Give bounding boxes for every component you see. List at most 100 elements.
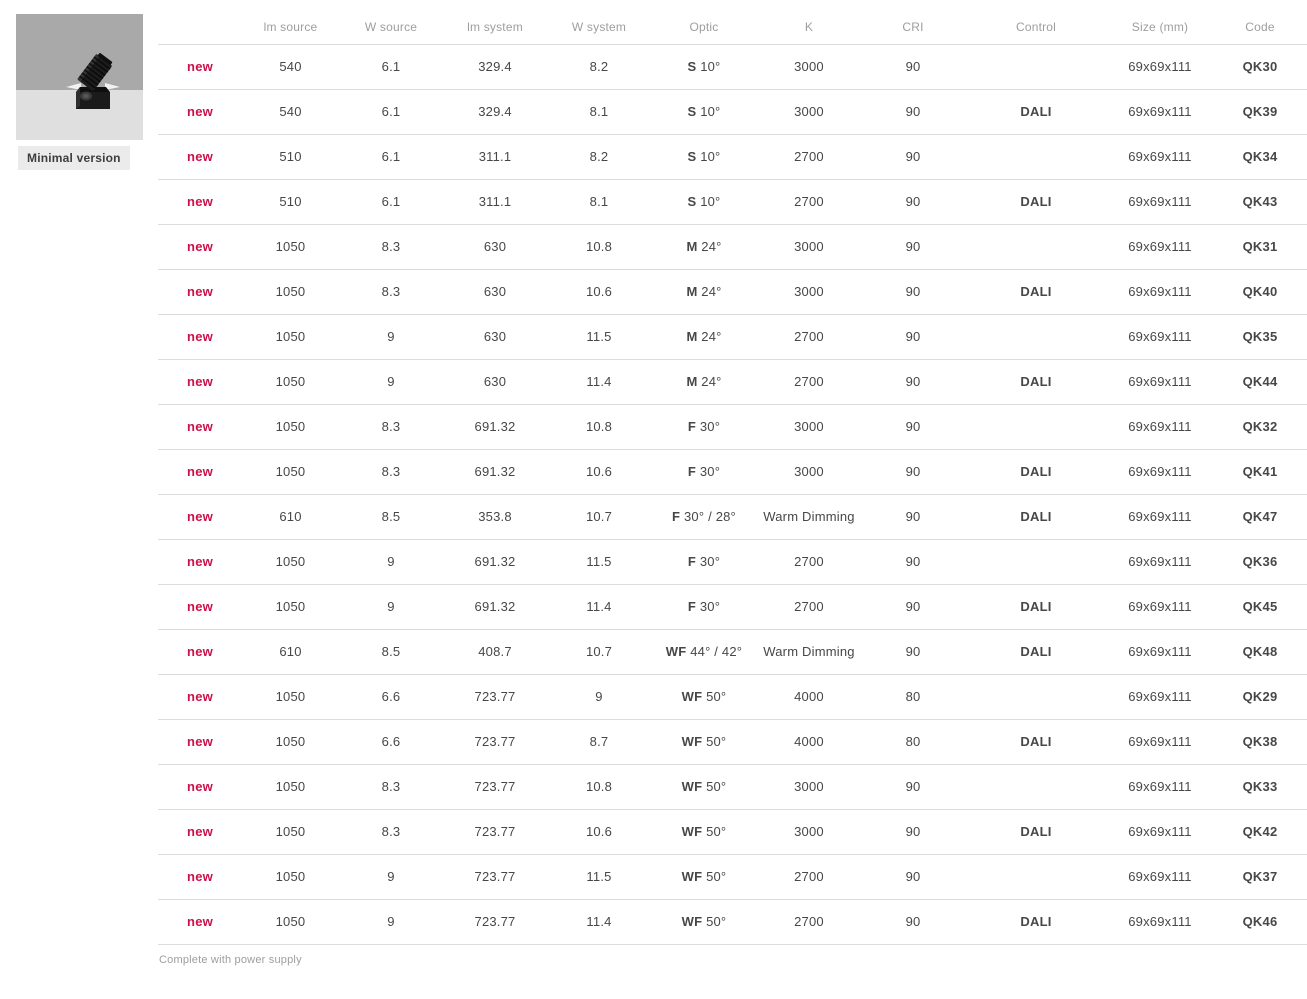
- cell-cri: 90: [905, 103, 921, 119]
- cell-code: QK34: [1242, 148, 1278, 164]
- cell-w-system: 8.2: [589, 148, 609, 164]
- cell-k: Warm Dimming: [763, 508, 855, 524]
- cell-cri: 90: [905, 598, 921, 614]
- cell-lm-system: 691.32: [474, 553, 516, 569]
- cell-optic: F 30°: [687, 598, 721, 614]
- table-row: new 1050 9 723.77 11.4 WF 50° 2700 90 DA…: [158, 900, 1307, 945]
- cell-code: QK33: [1242, 778, 1278, 794]
- cell-control: [965, 144, 1107, 170]
- cell-code: QK39: [1242, 103, 1278, 119]
- cell-k: Warm Dimming: [763, 643, 855, 659]
- column-header-optic: Optic: [689, 20, 719, 34]
- new-badge: new: [187, 238, 213, 254]
- cell-optic: M 24°: [686, 328, 722, 344]
- cell-lm-source: 1050: [275, 733, 306, 749]
- cell-w-source: 8.3: [381, 418, 401, 434]
- cell-optic: WF 50°: [681, 733, 727, 749]
- table-row: new 1050 8.3 723.77 10.8 WF 50° 3000 90 …: [158, 765, 1307, 810]
- cell-code: QK29: [1242, 688, 1278, 704]
- cell-lm-system: 311.1: [478, 193, 512, 209]
- cell-w-source: 6.6: [381, 733, 401, 749]
- column-header-w-system: W system: [571, 20, 627, 34]
- cell-optic: M 24°: [686, 373, 722, 389]
- cell-optic: F 30° / 28°: [672, 508, 736, 524]
- cell-lm-system: 630: [483, 328, 507, 344]
- cell-lm-source: 1050: [275, 553, 306, 569]
- cell-code: QK35: [1242, 328, 1278, 344]
- cell-lm-system: 630: [483, 283, 507, 299]
- new-badge: new: [187, 373, 213, 389]
- cell-size: 69x69x111: [1128, 913, 1192, 929]
- cell-w-system: 10.7: [585, 508, 613, 524]
- cell-size: 69x69x111: [1128, 193, 1192, 209]
- new-badge: new: [187, 553, 213, 569]
- cell-control: [965, 414, 1107, 440]
- cell-code: QK38: [1242, 733, 1278, 749]
- cell-optic: S 10°: [687, 103, 721, 119]
- cell-control: DALI: [1020, 463, 1052, 479]
- cell-lm-system: 329.4: [478, 58, 512, 74]
- table-row: new 1050 9 723.77 11.5 WF 50° 2700 90 69…: [158, 855, 1307, 900]
- cell-lm-source: 1050: [275, 823, 306, 839]
- cell-code: QK36: [1242, 553, 1278, 569]
- cell-size: 69x69x111: [1128, 373, 1192, 389]
- cell-optic: F 30°: [687, 463, 721, 479]
- cell-w-system: 11.4: [586, 913, 612, 929]
- cell-cri: 90: [905, 913, 921, 929]
- cell-w-source: 9: [387, 913, 395, 929]
- cell-k: 3000: [794, 463, 824, 479]
- cell-optic: F 30°: [687, 553, 721, 569]
- cell-control: DALI: [1020, 283, 1052, 299]
- cell-control: DALI: [1020, 103, 1052, 119]
- new-badge: new: [187, 193, 213, 209]
- new-badge: new: [187, 643, 213, 659]
- cell-k: 2700: [794, 553, 824, 569]
- table-row: new 540 6.1 329.4 8.1 S 10° 3000 90 DALI…: [158, 90, 1307, 135]
- cell-lm-system: 723.77: [474, 868, 516, 884]
- cell-k: 2700: [794, 148, 824, 164]
- cell-k: 2700: [794, 193, 824, 209]
- cell-lm-system: 329.4: [478, 103, 512, 119]
- cell-cri: 80: [905, 733, 921, 749]
- cell-control: DALI: [1020, 373, 1052, 389]
- new-badge: new: [187, 598, 213, 614]
- cell-w-source: 6.6: [381, 688, 401, 704]
- cell-w-system: 9: [595, 688, 603, 704]
- cell-size: 69x69x111: [1128, 283, 1192, 299]
- cell-lm-system: 691.32: [474, 463, 516, 479]
- table-header-row: lm source W source lm system W system Op…: [158, 0, 1307, 45]
- cell-code: QK48: [1242, 643, 1278, 659]
- cell-control: [965, 54, 1107, 80]
- cell-w-source: 8.3: [381, 823, 401, 839]
- cell-w-system: 10.6: [585, 823, 613, 839]
- table-row: new 610 8.5 353.8 10.7 F 30° / 28° Warm …: [158, 495, 1307, 540]
- product-image: [16, 14, 143, 140]
- cell-w-system: 8.2: [589, 58, 609, 74]
- column-header-w-source: W source: [364, 20, 418, 34]
- cell-w-system: 10.6: [585, 283, 613, 299]
- new-badge: new: [187, 688, 213, 704]
- cell-cri: 90: [905, 643, 921, 659]
- cell-size: 69x69x111: [1128, 328, 1192, 344]
- cell-cri: 90: [905, 148, 921, 164]
- cell-control: DALI: [1020, 913, 1052, 929]
- cell-control: [965, 774, 1107, 800]
- cell-lm-source: 510: [279, 193, 302, 209]
- cell-size: 69x69x111: [1128, 598, 1192, 614]
- table-body: new 540 6.1 329.4 8.2 S 10° 3000 90 69x6…: [158, 45, 1307, 945]
- cell-size: 69x69x111: [1128, 778, 1192, 794]
- cell-cri: 90: [905, 553, 921, 569]
- column-header-new: [158, 34, 242, 44]
- cell-lm-source: 610: [279, 643, 302, 659]
- new-badge: new: [187, 823, 213, 839]
- cell-w-system: 10.8: [585, 238, 613, 254]
- cell-size: 69x69x111: [1128, 508, 1192, 524]
- cell-code: QK43: [1242, 193, 1278, 209]
- new-badge: new: [187, 913, 213, 929]
- cell-w-system: 8.7: [589, 733, 609, 749]
- cell-size: 69x69x111: [1128, 823, 1192, 839]
- cell-code: QK30: [1242, 58, 1278, 74]
- cell-k: 2700: [794, 328, 824, 344]
- cell-code: QK41: [1242, 463, 1278, 479]
- cell-cri: 90: [905, 58, 921, 74]
